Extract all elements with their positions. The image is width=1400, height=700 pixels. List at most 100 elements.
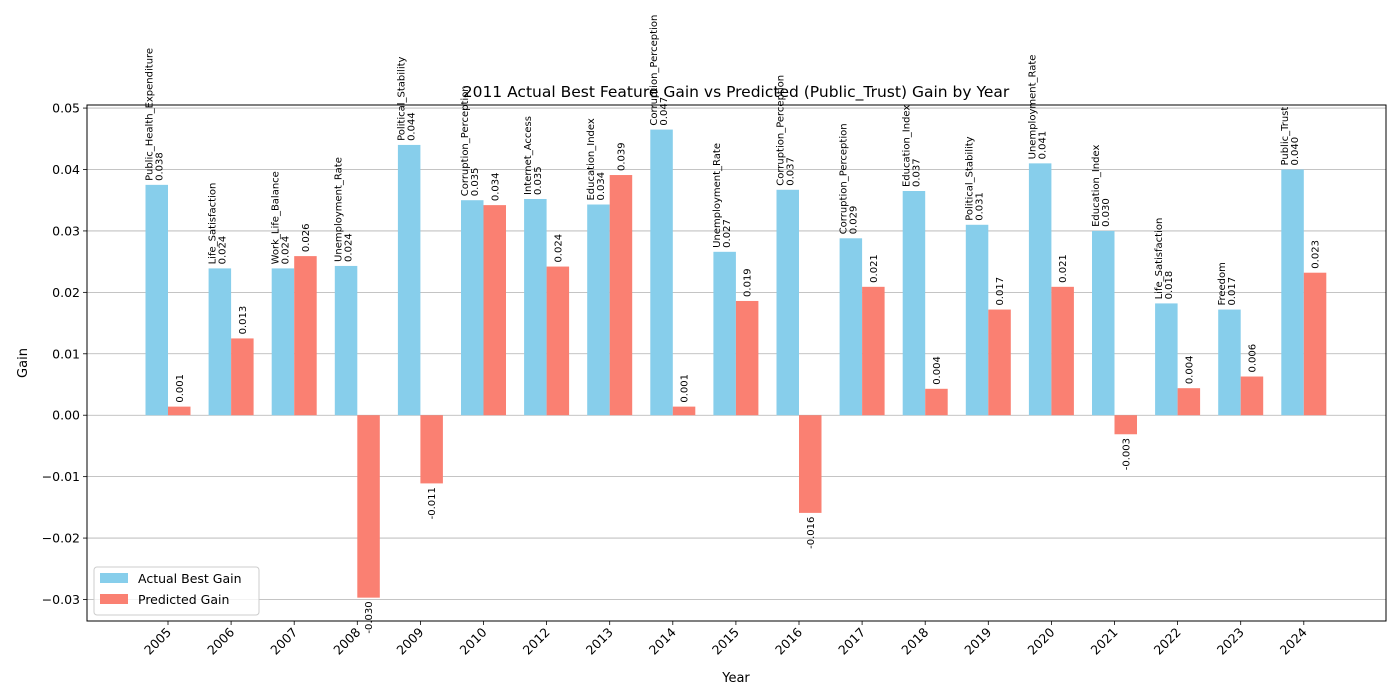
y-tick-label: −0.03 bbox=[42, 592, 80, 607]
predicted-gain-bar bbox=[1114, 415, 1137, 435]
actual-best-gain-bar bbox=[397, 144, 421, 416]
value-label: 0.037 bbox=[911, 158, 922, 187]
predicted-gain-bar bbox=[1051, 286, 1074, 416]
predicted-gain-bar bbox=[862, 286, 885, 416]
legend-label: Predicted Gain bbox=[138, 592, 229, 607]
predicted-gain-bar bbox=[1240, 376, 1264, 416]
actual-best-gain-bar bbox=[1218, 309, 1241, 416]
feature-label: Corruption_Perception bbox=[460, 85, 471, 196]
feature-label: Education_Index bbox=[1091, 145, 1102, 227]
actual-best-gain-bar bbox=[650, 129, 673, 416]
value-label: 0.031 bbox=[975, 192, 986, 221]
actual-best-gain-bar bbox=[776, 189, 799, 416]
actual-best-gain-bar bbox=[461, 200, 484, 416]
predicted-gain-bar bbox=[231, 338, 254, 416]
x-tick-label: 2010 bbox=[457, 624, 490, 657]
actual-best-gain-bar bbox=[145, 184, 168, 416]
predicted-gain-bar bbox=[1177, 388, 1201, 416]
x-tick-label: 2018 bbox=[898, 624, 931, 657]
value-label: 0.038 bbox=[154, 152, 165, 181]
value-label: 0.024 bbox=[217, 236, 228, 265]
legend-swatch bbox=[100, 573, 128, 583]
bar-labels: Public_Health_Expenditure 0.038 Life_Satis… bbox=[144, 15, 1321, 634]
feature-label: Corruption_Perception bbox=[649, 15, 660, 126]
value-label: 0.017 bbox=[1227, 277, 1238, 306]
value-label: 0.001 bbox=[680, 374, 691, 403]
value-label: 0.041 bbox=[1038, 131, 1049, 160]
value-label: -0.030 bbox=[364, 601, 375, 633]
x-tick-label: 2021 bbox=[1088, 625, 1121, 658]
actual-best-gain-bar bbox=[839, 238, 863, 416]
value-label: 0.029 bbox=[848, 206, 859, 235]
feature-label: Unemployment_Rate bbox=[712, 143, 723, 248]
x-tick-label: 2014 bbox=[646, 624, 679, 657]
x-tick-label: 2009 bbox=[393, 624, 426, 657]
value-label: 0.030 bbox=[1101, 198, 1112, 227]
x-tick-label: 2020 bbox=[1024, 624, 1057, 657]
predicted-gain-bar bbox=[988, 309, 1011, 416]
y-tick-label: −0.01 bbox=[42, 469, 80, 484]
y-tick-label: 0.01 bbox=[52, 346, 80, 361]
feature-label: Education_Index bbox=[586, 118, 597, 200]
actual-best-gain-bar bbox=[965, 224, 989, 416]
plot-frame bbox=[86, 104, 1387, 622]
value-label: 0.039 bbox=[616, 142, 627, 171]
x-tick-label: 2023 bbox=[1214, 625, 1247, 658]
bars bbox=[145, 129, 1327, 598]
actual-best-gain-bar bbox=[271, 268, 295, 416]
feature-label: Life_Satisfaction bbox=[207, 183, 218, 265]
value-label: 0.004 bbox=[932, 356, 943, 385]
feature-label: Unemployment_Rate bbox=[1028, 55, 1039, 160]
predicted-gain-bar bbox=[420, 415, 443, 484]
actual-best-gain-bar bbox=[902, 191, 926, 416]
legend-box bbox=[93, 566, 260, 616]
x-tick-label: 2024 bbox=[1277, 624, 1310, 657]
value-label: 0.021 bbox=[869, 254, 880, 283]
value-label: 0.024 bbox=[280, 236, 291, 265]
x-tick-label: 2015 bbox=[709, 625, 742, 658]
predicted-gain-bar bbox=[735, 300, 759, 416]
x-axis-label: Year bbox=[721, 671, 750, 686]
value-label: 0.017 bbox=[995, 277, 1006, 306]
actual-best-gain-bar bbox=[1155, 303, 1178, 416]
actual-best-gain-bar bbox=[334, 265, 358, 416]
x-tick-label: 2008 bbox=[330, 624, 363, 657]
value-label: 0.047 bbox=[659, 97, 670, 126]
feature-label: Public_Trust bbox=[1280, 107, 1291, 166]
predicted-gain-bar bbox=[546, 266, 570, 416]
x-tick-label: 2005 bbox=[141, 625, 174, 658]
feature-label: Unemployment_Rate bbox=[334, 157, 345, 262]
feature-label: Corruption_Perception bbox=[838, 123, 849, 234]
predicted-gain-bar bbox=[294, 256, 317, 416]
predicted-gain-bar bbox=[168, 406, 191, 416]
x-tick-label: 2022 bbox=[1151, 625, 1184, 658]
predicted-gain-bar bbox=[357, 415, 380, 598]
value-label: 0.018 bbox=[1164, 271, 1175, 300]
predicted-gain-bar bbox=[925, 388, 948, 416]
actual-best-gain-bar bbox=[1281, 169, 1304, 416]
x-tick-label: 2012 bbox=[520, 625, 553, 658]
feature-label: Education_Index bbox=[901, 105, 912, 187]
value-label: 0.004 bbox=[1184, 356, 1195, 385]
value-label: 0.037 bbox=[785, 157, 796, 186]
actual-best-gain-bar bbox=[1092, 230, 1115, 416]
actual-best-gain-bar bbox=[1028, 163, 1052, 416]
predicted-gain-bar bbox=[1303, 272, 1327, 416]
value-label: 0.024 bbox=[344, 233, 355, 262]
value-label: 0.006 bbox=[1247, 344, 1258, 373]
chart-title: 2011 Actual Best Feature Gain vs Predict… bbox=[463, 83, 1010, 102]
predicted-gain-bar bbox=[483, 205, 506, 416]
feature-label: Life_Satisfaction bbox=[1154, 218, 1165, 300]
feature-label: Corruption_Perception bbox=[775, 75, 786, 186]
predicted-gain-bar bbox=[672, 406, 696, 416]
value-label: 0.013 bbox=[238, 306, 249, 335]
actual-best-gain-bar bbox=[587, 204, 610, 416]
value-label: 0.019 bbox=[743, 268, 754, 297]
value-label: 0.023 bbox=[1311, 240, 1322, 269]
value-label: 0.035 bbox=[470, 168, 481, 197]
value-label: 0.001 bbox=[175, 374, 186, 403]
feature-label: Freedom bbox=[1217, 262, 1228, 305]
feature-label: Public_Health_Expenditure bbox=[144, 48, 155, 181]
value-label: 0.024 bbox=[553, 234, 564, 263]
value-label: -0.003 bbox=[1121, 438, 1132, 470]
